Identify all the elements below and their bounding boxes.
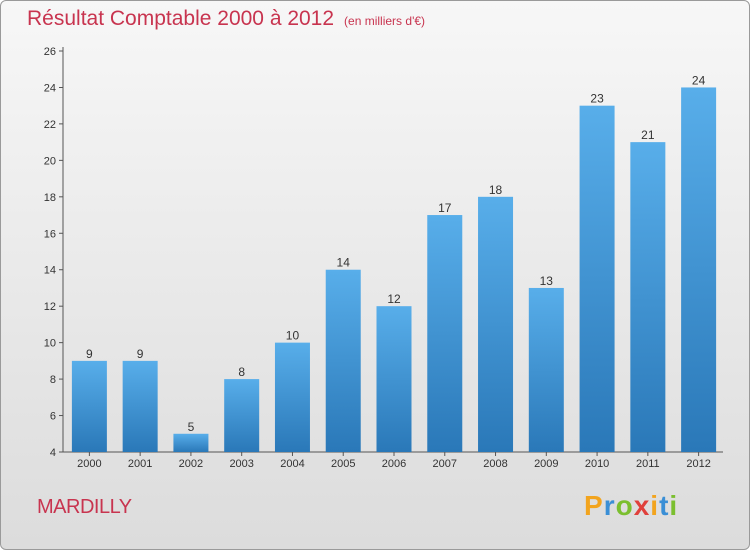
logo-letter: x [633, 490, 651, 521]
bar [173, 433, 209, 452]
x-tick-label: 2005 [331, 458, 355, 470]
value-label: 17 [438, 201, 452, 215]
bar [376, 306, 412, 452]
value-label: 18 [489, 183, 503, 197]
y-tick-label: 20 [44, 155, 56, 167]
y-tick-label: 22 [44, 119, 56, 131]
y-tick-label: 12 [44, 301, 56, 313]
x-tick-label: 2001 [128, 458, 152, 470]
x-tick-label: 2002 [179, 458, 203, 470]
y-tick-label: 4 [50, 447, 56, 459]
logo-letter: i [669, 490, 679, 521]
value-label: 24 [692, 73, 706, 87]
bars [71, 87, 717, 453]
logo-letter: i [650, 490, 660, 521]
bar [528, 287, 564, 452]
x-tick-label: 2008 [483, 458, 507, 470]
logo-letter: t [659, 490, 670, 521]
y-tick-label: 6 [50, 411, 56, 423]
proxiti-logo: Proxiti [584, 490, 678, 522]
value-label: 14 [337, 256, 351, 270]
bar [71, 360, 107, 452]
commune-name: MARDILLY [37, 496, 132, 518]
bar [274, 342, 310, 452]
x-tick-label: 2012 [686, 458, 710, 470]
y-tick-label: 8 [50, 374, 56, 386]
chart-title-main: Résultat Comptable 2000 à 2012 [27, 7, 335, 30]
value-label: 23 [590, 92, 604, 106]
bar [224, 379, 260, 452]
bar [427, 215, 463, 452]
chart-unit-label: (en milliers d'€) [344, 14, 426, 28]
bar [579, 105, 615, 452]
y-tick-label: 16 [44, 228, 56, 240]
value-label: 9 [137, 347, 144, 361]
labels: 2000 9 2001 9 2002 5 2003 8 2004 10 2005 14 2006 12 20… [77, 73, 711, 470]
y-tick-label: 10 [44, 338, 56, 350]
value-label: 12 [387, 292, 401, 306]
logo-letter: P [584, 490, 604, 521]
y-tick-label: 26 [44, 46, 56, 58]
y-tick-label: 24 [44, 82, 56, 94]
value-label: 9 [86, 347, 93, 361]
value-label: 8 [238, 365, 245, 379]
x-tick-label: 2009 [534, 458, 558, 470]
bar [681, 87, 717, 453]
value-label: 21 [641, 128, 655, 142]
x-tick-label: 2003 [229, 458, 253, 470]
value-label: 5 [188, 420, 195, 434]
bar [630, 142, 666, 453]
bar [325, 269, 361, 452]
x-tick-label: 2007 [433, 458, 457, 470]
x-tick-label: 2006 [382, 458, 406, 470]
x-tick-label: 2011 [636, 458, 660, 470]
x-tick-label: 2010 [585, 458, 609, 470]
value-label: 10 [286, 329, 300, 343]
y-tick-label: 18 [44, 192, 56, 204]
bar [478, 196, 514, 452]
x-tick-label: 2004 [280, 458, 304, 470]
logo-letter: r [603, 490, 616, 521]
chart-title: Résultat Comptable 2000 à 2012 (en millie… [27, 7, 425, 31]
x-tick-label: 2000 [77, 458, 101, 470]
y-tick-label: 14 [44, 265, 56, 277]
logo-letter: o [615, 490, 634, 521]
value-label: 13 [540, 274, 554, 288]
bar [122, 360, 158, 452]
